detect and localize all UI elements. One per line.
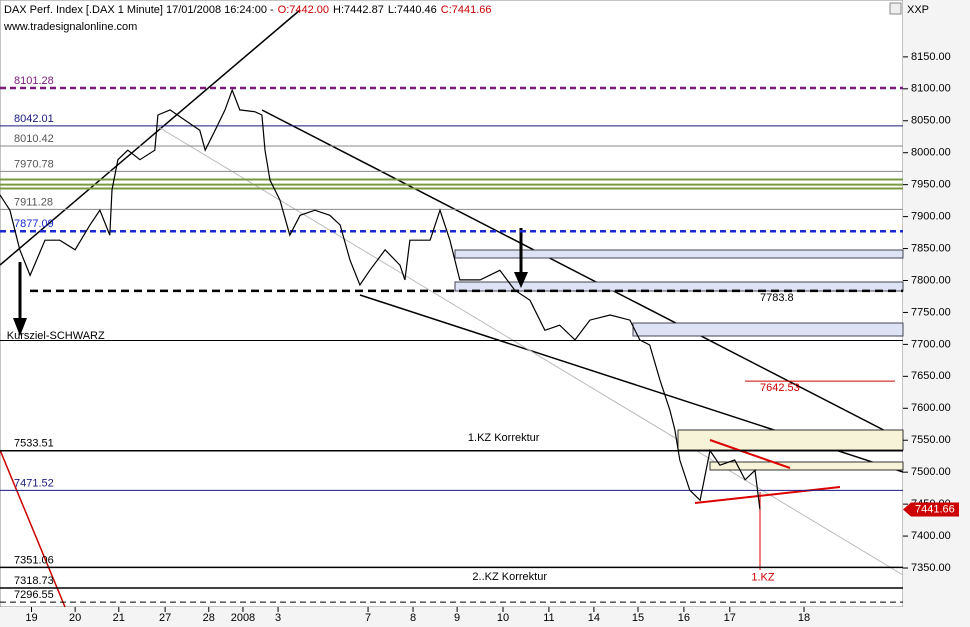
x-tick-label: 21 <box>113 612 125 624</box>
annotation: Kursziel-SCHWARZ <box>7 330 105 342</box>
ohlc-value: O:7442.00 <box>278 4 329 16</box>
y-tick-label: 7400.00 <box>911 530 951 542</box>
level-label: 8042.01 <box>14 113 54 125</box>
subtitle: www.tradesignalonline.com <box>3 21 137 33</box>
x-tick-label: 2008 <box>231 612 255 624</box>
annotation: 2..KZ Korrektur <box>472 571 547 583</box>
ohlc-value: L:7440.46 <box>388 4 437 16</box>
x-tick-label: 16 <box>678 612 690 624</box>
level-label: 8010.42 <box>14 133 54 145</box>
y-tick-label: 8150.00 <box>911 51 951 63</box>
ohlc-value: C:7441.66 <box>441 4 492 16</box>
x-tick-label: 8 <box>410 612 416 624</box>
annotation: 1.KZ <box>751 572 775 584</box>
y-tick-label: 7350.00 <box>911 562 951 574</box>
price-line <box>0 88 761 510</box>
x-tick-label: 10 <box>497 612 509 624</box>
y-tick-label: 7600.00 <box>911 402 951 414</box>
level-label: 8101.28 <box>14 75 54 87</box>
x-tick-label: 3 <box>275 612 281 624</box>
x-tick-label: 7 <box>365 612 371 624</box>
y-tick-label: 7900.00 <box>911 211 951 223</box>
last-price-label: 7441.66 <box>915 503 955 515</box>
level-label: 7911.28 <box>14 196 53 208</box>
axis-caption: XXP <box>907 4 929 16</box>
x-tick-label: 9 <box>454 612 460 624</box>
x-tick-label: 11 <box>543 612 554 624</box>
x-axis-panel <box>0 607 903 627</box>
y-tick-label: 7550.00 <box>911 434 951 446</box>
level-label: 7970.78 <box>14 158 54 170</box>
level-label: 7533.51 <box>14 438 54 450</box>
x-tick-label: 20 <box>69 612 81 624</box>
y-tick-label: 7500.00 <box>911 466 951 478</box>
last-price-box <box>903 502 959 517</box>
x-tick-label: 17 <box>724 612 736 624</box>
x-tick-label: 18 <box>798 612 810 624</box>
y-tick-label: 8100.00 <box>911 83 951 95</box>
level-label: 7471.52 <box>14 477 54 489</box>
y-tick-label: 8050.00 <box>911 115 951 127</box>
level-label: 7296.55 <box>14 589 54 601</box>
x-tick-label: 19 <box>25 612 37 624</box>
ohlc-readout: O:7442.00 H:7442.87 L:7440.46 C:7441.66 <box>278 4 492 16</box>
y-tick-label: 7650.00 <box>911 370 951 382</box>
ohlc-value: H:7442.87 <box>333 4 384 16</box>
y-tick-label: 7700.00 <box>911 338 951 350</box>
close-button[interactable] <box>889 2 902 15</box>
annotation: 1.KZ Korrektur <box>468 432 540 444</box>
level-label: 7318.73 <box>14 575 54 587</box>
x-tick-label: 28 <box>203 612 215 624</box>
y-tick-label: 8000.00 <box>911 147 951 159</box>
y-tick-label: 7950.00 <box>911 179 951 191</box>
x-tick-label: 27 <box>159 612 171 624</box>
y-tick-label: 7850.00 <box>911 242 951 254</box>
y-axis-panel <box>903 0 970 627</box>
x-tick-label: 14 <box>588 612 600 624</box>
level-label: 7642.53 <box>760 382 800 394</box>
chart-title: DAX Perf. Index [.DAX 1 Minute] 17/01/20… <box>4 4 274 16</box>
level-label: 7877.09 <box>14 218 54 230</box>
x-tick-label: 15 <box>632 612 644 624</box>
y-tick-label: 7750.00 <box>911 306 951 318</box>
drawings <box>0 9 904 608</box>
level-label: 7351.06 <box>14 554 54 566</box>
y-tick-label: 7800.00 <box>911 274 951 286</box>
level-label: 7783.8 <box>760 292 794 304</box>
